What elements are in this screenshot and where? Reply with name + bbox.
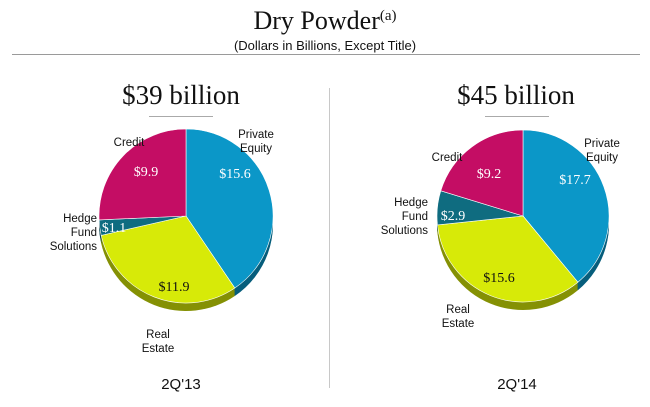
slice-label-credit: Credit bbox=[432, 152, 463, 164]
pie-slice-credit bbox=[440, 129, 524, 217]
slice-label-line: Fund bbox=[402, 211, 428, 223]
pie-slice-real-estate bbox=[437, 215, 579, 303]
total-label-2q13: $39 billion bbox=[122, 80, 240, 110]
pie-chart-2q13: $15.6 $11.9 $1.1 $9.9 Private Equity Real Estat… bbox=[50, 128, 274, 355]
total-label-2q14: $45 billion bbox=[457, 80, 575, 110]
slice-value-real-estate: $15.6 bbox=[483, 271, 515, 286]
pie-slice-private-equity bbox=[185, 128, 274, 289]
chart-title-text: Dry Powder bbox=[253, 6, 380, 35]
slice-label-private-equity: Private Equity bbox=[584, 138, 620, 164]
slice-label-line: Hedge bbox=[63, 213, 97, 225]
slice-label-line: Hedge bbox=[394, 197, 428, 209]
slice-label-line: Solutions bbox=[50, 241, 98, 253]
slice-label-real-estate: Real Estate bbox=[442, 304, 475, 330]
period-label-2q13: 2Q'13 bbox=[161, 376, 201, 393]
header-divider bbox=[12, 54, 640, 55]
slice-value-hedge-fund-solutions: $1.1 bbox=[102, 221, 127, 236]
slice-label-credit: Credit bbox=[114, 137, 145, 149]
pie-slice-private-equity bbox=[522, 129, 610, 283]
slice-value-credit: $9.2 bbox=[477, 167, 502, 182]
total-underline-2q13 bbox=[149, 116, 213, 117]
slice-value-hedge-fund-solutions: $2.9 bbox=[441, 209, 466, 224]
slice-value-credit: $9.9 bbox=[134, 165, 159, 180]
slice-value-private-equity: $17.7 bbox=[559, 173, 591, 188]
pie-chart-2q14: $17.7 $15.6 $2.9 $9.2 Private Equity Real Estat… bbox=[381, 129, 620, 330]
pie-slice-credit bbox=[98, 128, 187, 221]
chart-title: Dry Powder(a) bbox=[0, 6, 650, 36]
slice-label-line: Equity bbox=[240, 143, 272, 155]
slice-label-line: Private bbox=[238, 129, 274, 141]
slice-label-line: Equity bbox=[586, 152, 618, 164]
slice-label-line: Credit bbox=[114, 137, 145, 149]
panel-divider bbox=[329, 88, 330, 388]
total-underline-2q14 bbox=[485, 116, 549, 117]
slice-label-line: Estate bbox=[442, 318, 475, 330]
slice-value-private-equity: $15.6 bbox=[219, 167, 251, 182]
slice-value-real-estate: $11.9 bbox=[159, 280, 190, 295]
slice-label-line: Real bbox=[146, 329, 170, 341]
slice-label-line: Solutions bbox=[381, 225, 429, 237]
slice-label-real-estate: Real Estate bbox=[142, 329, 175, 355]
chart-subtitle: (Dollars in Billions, Except Title) bbox=[233, 38, 417, 53]
slice-label-line: Credit bbox=[432, 152, 463, 164]
pie-slice-real-estate bbox=[100, 215, 236, 304]
slice-label-line: Private bbox=[584, 138, 620, 150]
slice-label-line: Real bbox=[446, 304, 470, 316]
slice-label-line: Fund bbox=[71, 227, 97, 239]
period-label-2q14: 2Q'14 bbox=[497, 376, 537, 393]
slice-label-hedge-fund-solutions: Hedge Fund Solutions bbox=[381, 197, 429, 237]
slice-label-line: Estate bbox=[142, 343, 175, 355]
slice-label-hedge-fund-solutions: Hedge Fund Solutions bbox=[50, 213, 98, 253]
slice-label-private-equity: Private Equity bbox=[238, 129, 274, 155]
title-footnote-marker: (a) bbox=[379, 8, 397, 24]
